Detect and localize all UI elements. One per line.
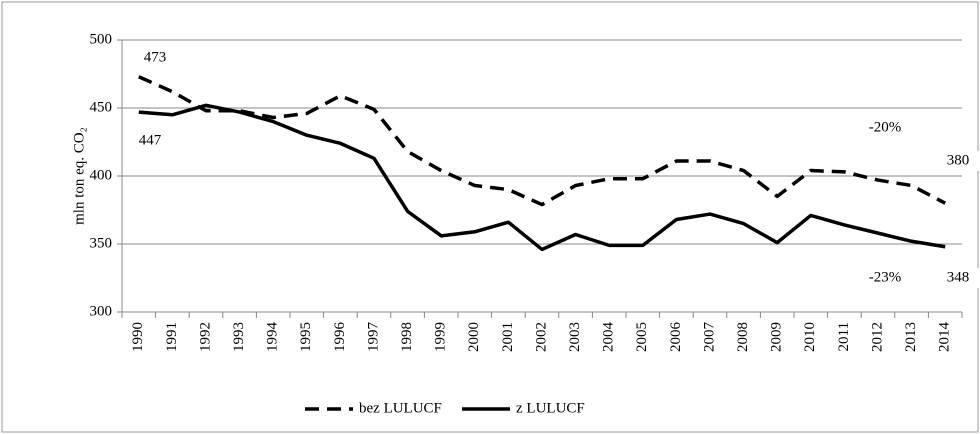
y-axis-label: mln ton eq. CO₂ [71,127,87,225]
x-tick-label: 1991 [164,322,180,352]
x-tick-label: 1990 [130,322,146,352]
annotation: 473 [144,49,167,65]
annotation: -20% [869,119,902,135]
annotation: -23% [869,269,902,285]
y-tick-label: 400 [90,167,113,183]
x-tick-label: 1997 [365,322,381,353]
x-tick-label: 2000 [466,322,482,352]
x-tick-label: 1999 [433,322,449,352]
x-tick-label: 1993 [231,322,247,352]
x-tick-label: 1998 [399,322,415,352]
legend-label: bez LULUCF [359,400,442,416]
legend-label: z LULUCF [516,400,585,416]
x-tick-label: 2011 [836,322,852,351]
x-tick-label: 1995 [298,322,314,352]
annotation-bg [861,118,909,138]
x-tick-label: 2003 [567,322,583,352]
y-tick-label: 500 [90,31,113,47]
annotation-bg [934,151,980,171]
x-tick-label: 2007 [701,322,717,353]
x-tick-label: 2012 [869,322,885,352]
annotation-bg [934,268,980,288]
annotation-bg [861,268,909,288]
annotation: 380 [947,152,970,168]
x-tick-label: 2009 [769,322,785,352]
x-tick-label: 2005 [634,322,650,352]
annotation: 348 [947,269,970,285]
x-tick-label: 1996 [332,322,348,353]
y-tick-label: 350 [90,235,113,251]
x-tick-label: 2010 [802,322,818,352]
x-tick-label: 2002 [533,322,549,352]
x-tick-label: 2008 [735,322,751,352]
x-tick-label: 1992 [197,322,213,352]
series-line [138,103,946,252]
x-tick-label: 2013 [903,322,919,352]
annotation: 447 [139,132,162,148]
x-tick-label: 2001 [500,322,516,352]
series-line [138,75,947,207]
x-tick-label: 2006 [668,322,684,353]
y-tick-label: 450 [90,99,113,115]
x-tick-label: 2004 [601,322,617,353]
x-tick-label: 2014 [937,322,953,353]
y-tick-label: 300 [90,303,113,319]
x-tick-label: 1994 [265,322,281,353]
